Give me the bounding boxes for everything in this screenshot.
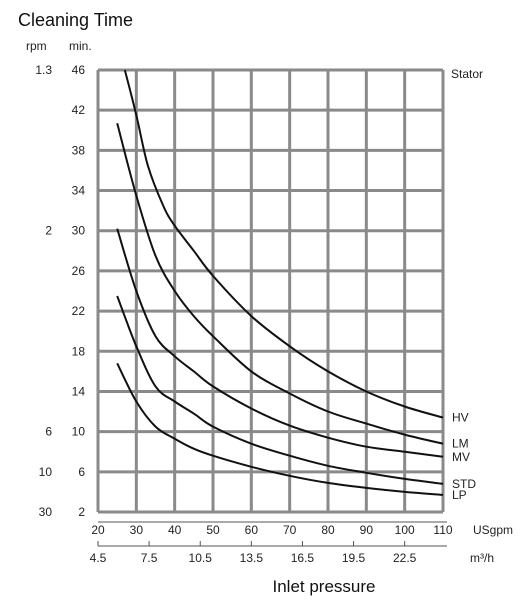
chart-title: Cleaning Time <box>18 10 133 30</box>
series-line-std <box>116 295 444 485</box>
x-axis-unit: USgpm <box>473 523 513 537</box>
x-tick-label-0: 20 <box>91 523 105 537</box>
rpm-tick-label-4: 30 <box>39 505 53 519</box>
x2-tick-label-6: 22.5 <box>393 551 417 565</box>
x2-tick-label-1: 7.5 <box>141 551 158 565</box>
x2-tick-label-4: 16.5 <box>291 551 315 565</box>
x-tick-label-6: 80 <box>321 523 335 537</box>
series-line-lm <box>116 122 444 445</box>
x2-tick-label-0: 4.5 <box>90 551 107 565</box>
x-tick-label-2: 40 <box>168 523 182 537</box>
x2-tick-label-5: 19.5 <box>342 551 366 565</box>
y-tick-label-1: 6 <box>78 465 85 479</box>
rpm-tick-label-2: 6 <box>45 425 52 439</box>
x-tick-label-9: 110 <box>433 523 452 537</box>
y-tick-label-6: 26 <box>72 264 86 278</box>
series-label-std: STD <box>452 477 476 491</box>
series-label-hv: HV <box>452 411 469 425</box>
y-tick-label-10: 42 <box>72 103 86 117</box>
series-label-mv: MV <box>452 450 470 464</box>
y-tick-label-4: 18 <box>72 344 86 358</box>
y-tick-label-3: 14 <box>72 384 86 398</box>
rpm-tick-label-0: 1.3 <box>35 63 52 77</box>
x-tick-label-4: 60 <box>245 523 259 537</box>
y-tick-label-11: 46 <box>72 63 86 77</box>
x-tick-label-1: 30 <box>130 523 144 537</box>
min-axis-unit: min. <box>69 39 92 53</box>
series-line-lp <box>116 362 444 496</box>
series-label-lm: LM <box>452 437 469 451</box>
x-axis-title: Inlet pressure <box>273 577 376 596</box>
annotation-stator: Stator <box>451 67 483 81</box>
x2-axis-unit: m³/h <box>470 551 494 565</box>
rpm-tick-label-1: 2 <box>45 224 52 238</box>
x-tick-label-8: 100 <box>395 523 415 537</box>
grid <box>96 68 447 547</box>
y-tick-label-2: 10 <box>72 425 86 439</box>
y-tick-label-5: 22 <box>72 304 86 318</box>
x2-tick-label-2: 10.5 <box>189 551 213 565</box>
y-tick-label-9: 38 <box>72 143 86 157</box>
y-tick-label-7: 30 <box>72 224 86 238</box>
series-lines <box>116 69 444 496</box>
rpm-tick-label-3: 10 <box>39 465 53 479</box>
series-line-hv <box>123 69 444 419</box>
y-tick-label-8: 34 <box>72 184 86 198</box>
x-tick-label-5: 70 <box>283 523 297 537</box>
series-line-mv <box>116 228 444 458</box>
x-tick-label-3: 50 <box>206 523 220 537</box>
tick-labels: HVLMMVSTDLP26101418222630343842461.32610… <box>35 63 483 565</box>
y-tick-label-0: 2 <box>78 505 85 519</box>
rpm-axis-unit: rpm <box>26 39 47 53</box>
x-tick-label-7: 90 <box>360 523 374 537</box>
x2-tick-label-3: 13.5 <box>240 551 264 565</box>
series-label-lp: LP <box>452 488 467 502</box>
